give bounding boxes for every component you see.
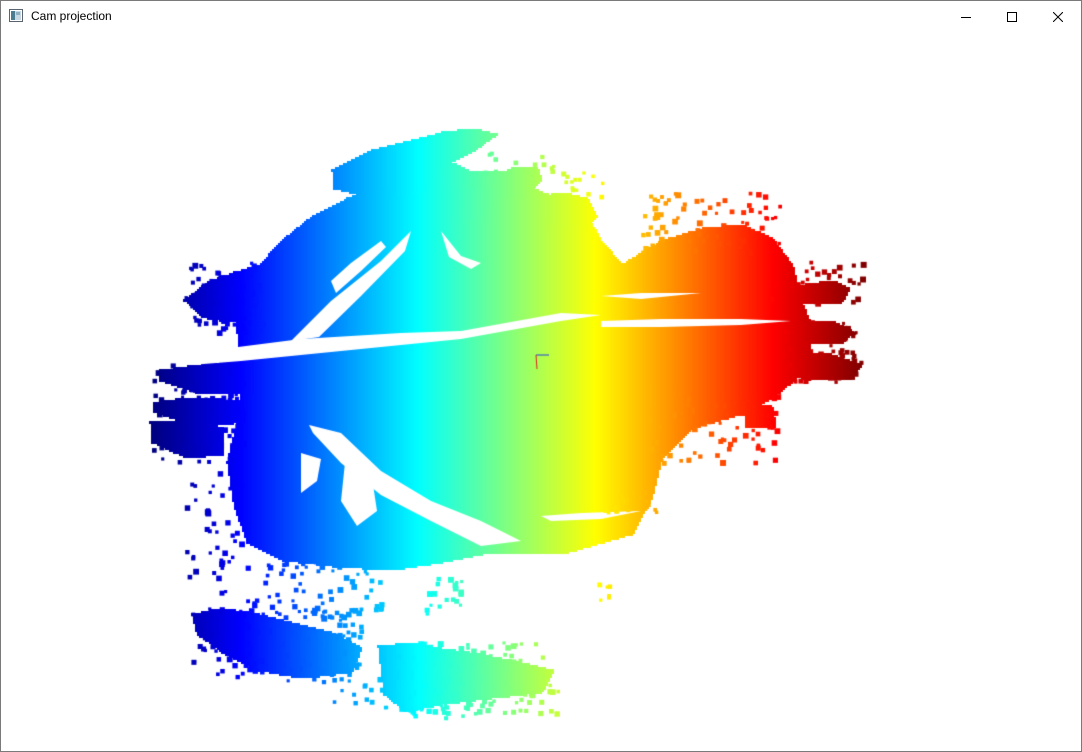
maximize-button[interactable]	[989, 1, 1035, 32]
minimize-button[interactable]	[943, 1, 989, 32]
minimize-icon	[961, 12, 971, 22]
point-cloud-canvas[interactable]	[1, 32, 1081, 751]
close-icon	[1053, 11, 1063, 22]
app-window-icon	[9, 9, 23, 22]
close-button[interactable]	[1035, 1, 1081, 32]
maximize-icon	[1007, 11, 1017, 22]
title-bar[interactable]: Cam projection	[1, 1, 1081, 32]
window-title: Cam projection	[31, 9, 112, 23]
render-viewport[interactable]	[1, 32, 1081, 751]
